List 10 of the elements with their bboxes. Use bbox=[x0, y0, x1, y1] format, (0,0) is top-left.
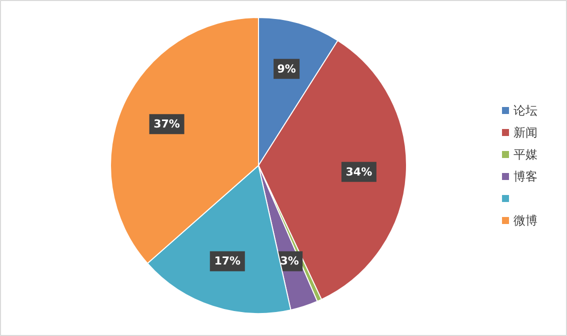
data-label: 17% bbox=[214, 254, 241, 268]
data-label: 3% bbox=[280, 254, 299, 268]
legend-label: 新闻 bbox=[514, 126, 538, 140]
data-label: 9% bbox=[277, 62, 296, 76]
legend-label: 论坛 bbox=[514, 104, 538, 118]
data-label: 37% bbox=[154, 118, 180, 131]
legend-label: 微博 bbox=[514, 214, 538, 228]
data-label: 34% bbox=[346, 165, 372, 178]
legend-label: 博客 bbox=[514, 170, 538, 184]
legend-label: 平媒 bbox=[514, 148, 538, 162]
